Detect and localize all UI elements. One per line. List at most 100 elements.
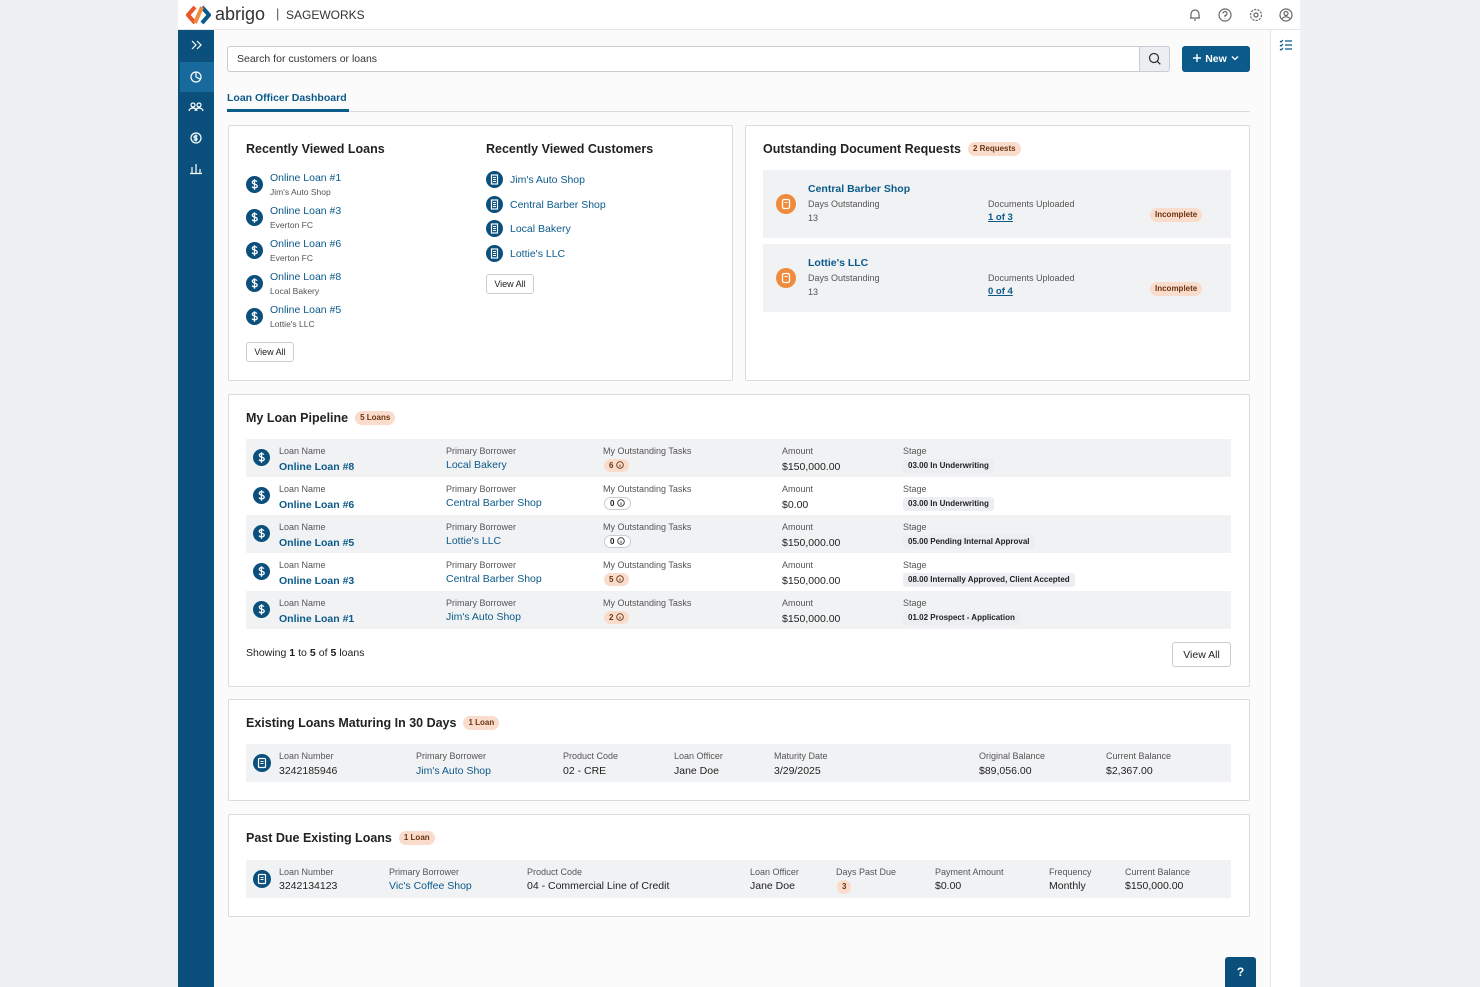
customer-link[interactable]: Jim's Auto Shop	[510, 174, 585, 186]
table-row	[246, 439, 1231, 477]
status-pill: Incomplete	[1150, 282, 1203, 296]
doc-icon	[776, 268, 796, 288]
loan-link[interactable]: Online Loan #3	[270, 205, 342, 217]
help-button[interactable]: ?	[1225, 957, 1256, 987]
search-button[interactable]	[1139, 46, 1170, 72]
loan-link[interactable]: Online Loan #1	[270, 172, 342, 184]
info-icon	[617, 498, 626, 509]
borrower-link[interactable]: Local Bakery	[446, 459, 507, 471]
cell-value: 3242134123	[279, 880, 338, 892]
tasks-count: 6	[609, 461, 614, 470]
dollar-icon	[246, 308, 263, 325]
logo-mark	[186, 5, 211, 25]
tasks-count: 5	[609, 575, 614, 584]
request-customer[interactable]: Lottie's LLC	[808, 257, 869, 269]
tasks-badge: 2	[604, 611, 630, 624]
status-pill: Incomplete	[1150, 208, 1203, 222]
loan-customer: Everton FC	[270, 253, 313, 263]
customer-link[interactable]: Local Bakery	[510, 223, 571, 235]
tasks-count: 0	[610, 537, 615, 546]
task-list-icon[interactable]	[1279, 39, 1293, 51]
borrower-link[interactable]: Jim's Auto Shop	[446, 611, 521, 623]
column-label: Primary Borrower	[446, 446, 517, 456]
column-label: Primary Borrower	[416, 751, 487, 761]
dollar-icon	[246, 275, 263, 292]
loan-link[interactable]: Online Loan #6	[279, 499, 355, 511]
cell-value: 3242185946	[279, 765, 338, 777]
column-label: Primary Borrower	[446, 598, 517, 608]
docs-link[interactable]: 0 of 4	[988, 286, 1013, 297]
column-label: Primary Borrower	[446, 484, 517, 494]
column-label: Amount	[782, 522, 814, 532]
request-customer[interactable]: Central Barber Shop	[808, 183, 911, 195]
cell-value: Jane Doe	[674, 765, 719, 777]
loan-customer: Everton FC	[270, 220, 313, 230]
dollar-icon	[253, 487, 270, 504]
info-icon	[617, 536, 626, 547]
docs-link[interactable]: 1 of 3	[988, 212, 1013, 223]
building-icon	[486, 171, 503, 188]
borrower-link[interactable]: Central Barber Shop	[446, 497, 542, 509]
footer-text: 1	[289, 647, 296, 659]
loan-link[interactable]: Online Loan #8	[279, 461, 355, 473]
doc-icon	[776, 194, 796, 214]
column-label: Days Past Due	[836, 867, 897, 877]
borrower-link[interactable]: Vic's Coffee Shop	[389, 880, 472, 892]
stage-tag: 03.00 In Underwriting	[903, 459, 994, 473]
amount: $150,000.00	[782, 537, 841, 549]
dollar-icon	[246, 209, 263, 226]
column-label: Amount	[782, 484, 814, 494]
tasks-count: 2	[609, 613, 614, 622]
tasks-badge: 6	[604, 459, 630, 472]
loan-link[interactable]: Online Loan #1	[279, 613, 355, 625]
table-row	[246, 744, 1231, 782]
cell-value: 3/29/2025	[774, 765, 821, 777]
tab-underline	[227, 109, 349, 112]
sidebar-icons[interactable]	[178, 30, 214, 190]
view-all-button[interactable]: View All	[246, 342, 294, 362]
view-all-button[interactable]: View All	[1172, 642, 1231, 667]
pipeline-footer: Showing 1 to 5 of 5 loans	[246, 647, 364, 659]
customer-link[interactable]: Central Barber Shop	[510, 198, 606, 211]
customer-link[interactable]: Lottie's LLC	[510, 247, 566, 260]
loan-link[interactable]: Online Loan #8	[270, 271, 342, 283]
footer-text: Showing	[246, 647, 287, 659]
tasks-count: 0	[610, 499, 615, 508]
brand: abrigo	[215, 4, 266, 24]
new-label[interactable]: New	[1205, 53, 1227, 65]
search-box	[227, 46, 1170, 72]
loan-link[interactable]: Online Loan #6	[270, 238, 342, 250]
column-label: Amount	[782, 560, 814, 570]
column-label: Loan Name	[279, 484, 326, 494]
borrower-link[interactable]: Jim's Auto Shop	[416, 765, 491, 777]
recent-card	[228, 125, 733, 381]
column-label: Primary Borrower	[389, 867, 460, 877]
footer-text: loans	[339, 647, 365, 659]
table-row	[246, 515, 1231, 553]
new-button[interactable]: New	[1182, 46, 1250, 72]
borrower-link[interactable]: Lottie's LLC	[446, 535, 502, 547]
tasks-badge: 0	[604, 535, 632, 548]
section-heading: Recently Viewed Customers	[486, 142, 653, 156]
footer-text: 5	[330, 647, 337, 659]
field-label: Documents Uploaded	[988, 273, 1075, 283]
view-all-button[interactable]: View All	[486, 274, 534, 294]
column-label: Stage	[903, 484, 927, 494]
search-placeholder[interactable]: Search for customers or loans	[237, 53, 378, 65]
active-tab[interactable]: Loan Officer Dashboard	[227, 92, 347, 104]
column-label: My Outstanding Tasks	[603, 446, 692, 456]
section-heading: Outstanding Document Requests 2 Requests	[763, 142, 1021, 156]
loan-link[interactable]: Online Loan #5	[279, 537, 355, 549]
loan-link[interactable]: Online Loan #3	[279, 575, 355, 587]
clip-icon	[253, 870, 271, 888]
request-row	[763, 170, 1231, 238]
field-value: 13	[808, 287, 819, 297]
section-title: Recently Viewed Loans	[246, 142, 385, 156]
loan-link[interactable]: Online Loan #5	[270, 304, 342, 316]
borrower-link[interactable]: Central Barber Shop	[446, 573, 542, 585]
header-icons[interactable]	[1186, 7, 1296, 23]
footer-text: 5	[309, 647, 316, 659]
table-row	[246, 591, 1231, 629]
column-label: Original Balance	[979, 751, 1046, 761]
cell-value: $2,367.00	[1106, 765, 1153, 777]
